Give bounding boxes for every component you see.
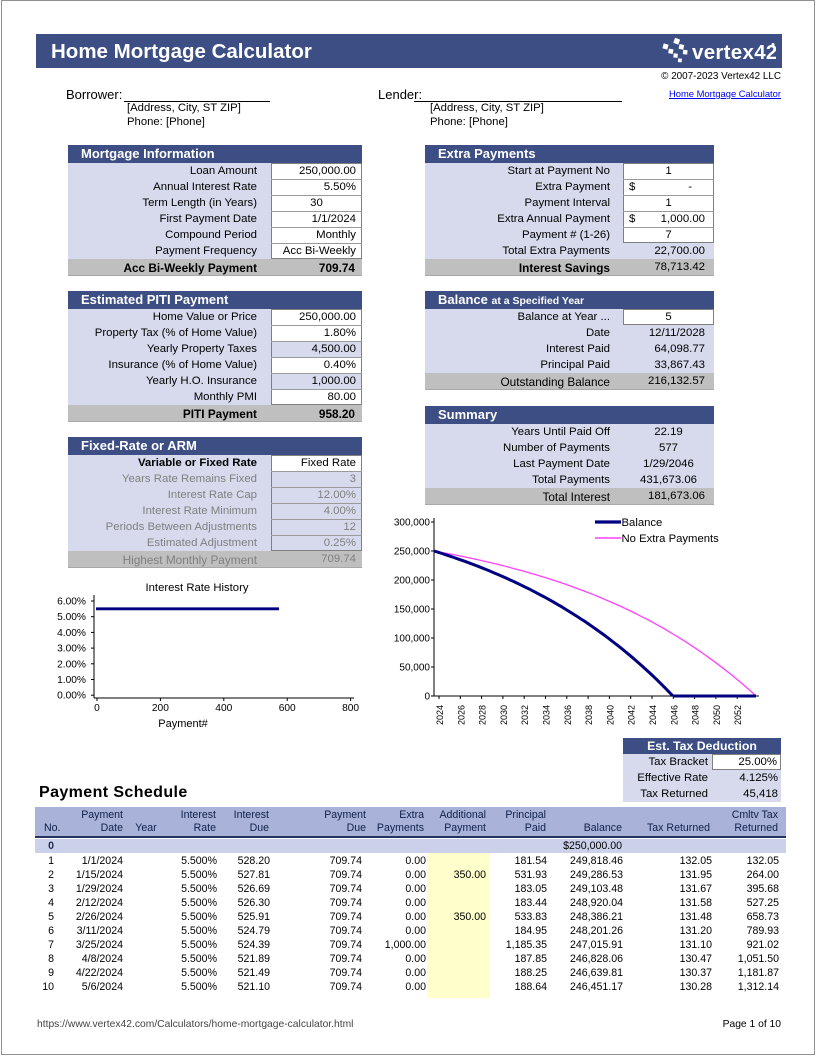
svg-text:200: 200 (152, 703, 169, 714)
svg-text:No Extra Payments: No Extra Payments (622, 533, 720, 545)
svg-text:0.00%: 0.00% (57, 691, 86, 702)
svg-text:Balance: Balance (622, 517, 663, 529)
svg-text:600: 600 (279, 703, 296, 714)
svg-text:2034: 2034 (542, 705, 552, 725)
svg-text:0: 0 (94, 703, 100, 714)
svg-text:0: 0 (424, 692, 430, 703)
svg-text:2028: 2028 (478, 705, 488, 725)
svg-text:2046: 2046 (669, 705, 679, 725)
svg-text:100,000: 100,000 (394, 634, 431, 645)
svg-text:50,000: 50,000 (399, 663, 430, 674)
svg-text:2036: 2036 (563, 705, 573, 725)
svg-text:800: 800 (342, 703, 359, 714)
svg-text:6.00%: 6.00% (57, 597, 86, 608)
svg-text:250,000: 250,000 (394, 547, 431, 558)
svg-text:2038: 2038 (584, 705, 594, 725)
svg-text:2030: 2030 (499, 705, 509, 725)
svg-text:2032: 2032 (520, 705, 530, 725)
svg-text:2026: 2026 (456, 705, 466, 725)
svg-text:200,000: 200,000 (394, 576, 431, 587)
svg-text:4.00%: 4.00% (57, 628, 86, 639)
svg-text:2052: 2052 (733, 705, 743, 725)
svg-text:3.00%: 3.00% (57, 644, 86, 655)
svg-text:vertex42: vertex42 (692, 41, 776, 64)
svg-text:2042: 2042 (627, 705, 637, 725)
svg-text:2050: 2050 (712, 705, 722, 725)
svg-text:1.00%: 1.00% (57, 675, 86, 686)
svg-text:150,000: 150,000 (394, 605, 431, 616)
svg-text:2048: 2048 (691, 705, 701, 725)
svg-text:Payment#: Payment# (158, 718, 208, 730)
svg-text:400: 400 (215, 703, 232, 714)
svg-text:2044: 2044 (648, 705, 658, 725)
svg-text:Interest Rate History: Interest Rate History (146, 582, 249, 594)
svg-text:5.00%: 5.00% (57, 612, 86, 623)
svg-text:2.00%: 2.00% (57, 659, 86, 670)
svg-text:300,000: 300,000 (394, 518, 431, 529)
svg-text:2040: 2040 (605, 705, 615, 725)
svg-text:2024: 2024 (435, 705, 445, 725)
